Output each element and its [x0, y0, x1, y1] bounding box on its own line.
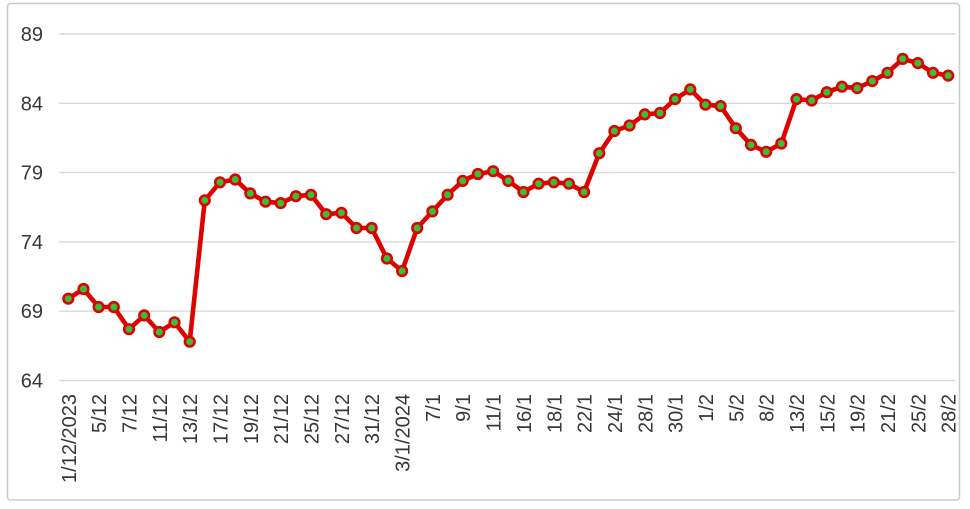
x-axis-tick-label: 18/1: [544, 394, 566, 433]
data-point-marker: [744, 138, 758, 151]
x-axis-tick-label: 5/12: [89, 394, 111, 433]
x-axis-tick-label: 13/2: [787, 394, 809, 433]
data-point-marker: [304, 188, 318, 201]
data-point-marker: [684, 83, 697, 96]
data-point-marker: [259, 195, 272, 208]
x-axis-tick-label: 1/12/2023: [59, 394, 81, 483]
x-axis-tick-label: 17/12: [211, 394, 233, 444]
y-axis-tick-label: 64: [21, 371, 43, 393]
data-point-marker: [623, 119, 636, 132]
y-axis-tick-label: 69: [21, 301, 43, 323]
data-point-marker: [471, 167, 485, 181]
data-point-marker: [638, 108, 651, 121]
data-point-marker: [122, 323, 136, 336]
data-point-marker: [851, 81, 864, 95]
x-axis-tick-label: 5/2: [726, 394, 748, 422]
data-point-marker: [229, 173, 242, 186]
data-point-marker: [517, 185, 530, 199]
data-point-marker: [760, 145, 773, 158]
data-point-marker: [896, 52, 909, 66]
x-axis-tick-label: 28/2: [939, 394, 961, 433]
x-axis-tick-label: 8/2: [757, 394, 779, 422]
x-axis-tick-label: 31/12: [362, 394, 384, 444]
x-axis-tick-label: 30/1: [666, 394, 688, 433]
data-point-marker: [456, 174, 469, 187]
data-point-marker: [487, 165, 500, 178]
x-axis-tick-label: 16/1: [514, 394, 536, 433]
y-axis-tick-label: 74: [21, 232, 43, 254]
data-point-marker: [198, 194, 211, 207]
x-axis-tick-label: 27/12: [332, 394, 354, 444]
x-axis-tick-label: 7/12: [119, 394, 141, 433]
data-point-marker: [320, 208, 333, 221]
data-point-marker: [274, 197, 287, 210]
data-point-marker: [562, 177, 576, 190]
data-point-marker: [138, 309, 151, 322]
data-point-marker: [289, 190, 303, 203]
data-point-marker: [653, 106, 667, 120]
data-point-marker: [380, 252, 394, 265]
data-point-marker: [77, 282, 90, 296]
y-axis-tick-label: 84: [21, 93, 43, 115]
data-point-marker: [881, 66, 894, 79]
y-axis-tick-label: 79: [21, 163, 43, 185]
x-axis-tick-label: 1/2: [696, 394, 718, 422]
data-point-marker: [593, 147, 606, 160]
data-point-marker: [396, 264, 409, 278]
data-point-marker: [926, 66, 940, 79]
x-axis-tick-label: 21/2: [878, 394, 900, 433]
x-axis-tick-label: 22/1: [575, 394, 597, 433]
data-point-marker: [107, 300, 120, 314]
data-point-marker: [244, 187, 257, 200]
data-point-marker: [911, 56, 925, 70]
y-axis-tick-label: 89: [21, 24, 43, 46]
x-axis-tick-label: 19/2: [848, 394, 870, 433]
x-axis-tick-label: 11/1: [484, 394, 506, 431]
data-point-marker: [532, 177, 545, 190]
x-axis-tick-label: 28/1: [635, 394, 657, 433]
x-axis-tick-label: 19/12: [241, 394, 263, 444]
x-axis-tick-label: 25/12: [302, 394, 324, 444]
data-point-marker: [699, 98, 712, 111]
data-point-marker: [168, 316, 181, 329]
data-point-marker: [92, 300, 105, 314]
x-axis-tick-label: 25/2: [908, 394, 930, 433]
data-point-marker: [608, 124, 621, 138]
x-axis-tick-label: 13/12: [180, 394, 202, 444]
data-point-marker: [441, 188, 454, 201]
x-axis-tick-label: 7/1: [423, 394, 445, 422]
data-point-marker: [365, 221, 378, 235]
data-point-marker: [835, 80, 849, 93]
data-point-marker: [153, 325, 166, 339]
x-axis-tick-label: 24/1: [605, 394, 627, 433]
data-point-marker: [411, 221, 424, 235]
data-point-marker: [350, 221, 363, 235]
data-point-marker: [668, 92, 682, 106]
x-axis-tick-label: 15/2: [817, 394, 839, 433]
x-axis-tick-label: 21/12: [271, 394, 293, 444]
data-point-marker: [820, 86, 833, 99]
data-point-marker: [942, 69, 955, 82]
data-point-marker: [426, 205, 439, 218]
data-point-marker: [775, 137, 788, 150]
data-point-marker: [62, 292, 75, 305]
data-point-marker: [866, 74, 879, 88]
data-point-marker: [183, 335, 196, 348]
data-point-marker: [714, 99, 727, 113]
chart-border: [6, 2, 961, 501]
data-point-marker: [213, 176, 227, 189]
data-point-marker: [577, 185, 591, 199]
data-point-marker: [547, 176, 560, 189]
data-point-marker: [335, 206, 348, 219]
data-point-marker: [502, 174, 515, 187]
data-point-marker: [729, 122, 742, 135]
x-axis-tick-label: 11/12: [150, 394, 172, 443]
data-point-marker: [805, 94, 818, 107]
x-axis-tick-label: 9/1: [453, 394, 475, 422]
data-point-marker: [790, 92, 803, 106]
x-axis-tick-label: 3/1/2024: [393, 394, 415, 472]
